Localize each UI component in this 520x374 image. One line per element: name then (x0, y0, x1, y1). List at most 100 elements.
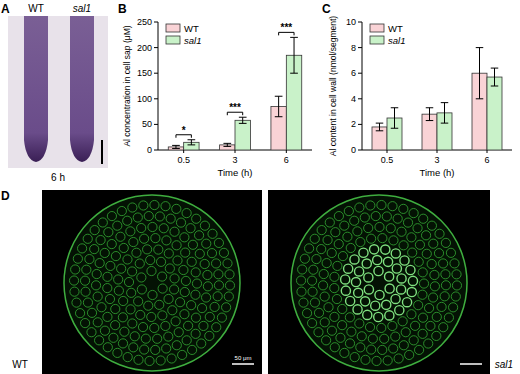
cell (147, 312, 156, 321)
cell (406, 265, 415, 274)
cell (137, 285, 146, 294)
scale-bar (101, 140, 103, 164)
cell (446, 248, 455, 257)
cell (192, 214, 201, 223)
cell (78, 244, 87, 253)
y-tick (358, 98, 362, 99)
cell (362, 259, 371, 268)
error-bar (391, 108, 399, 128)
cell (330, 343, 339, 352)
cell (351, 277, 360, 286)
y-tick (358, 47, 362, 48)
cell (366, 201, 375, 210)
scale-bar-label: 50 μm (235, 355, 252, 361)
root (24, 16, 48, 162)
cell (166, 214, 175, 223)
cell (161, 202, 170, 211)
cell (69, 276, 78, 285)
cell (137, 223, 146, 232)
y-axis-label: Al concentration in cell sap (μM) (122, 25, 132, 146)
cell (418, 290, 427, 299)
cell (82, 265, 91, 274)
cell (158, 272, 167, 281)
cell (356, 343, 365, 352)
cell (140, 234, 149, 243)
cell (389, 344, 398, 353)
cell (319, 269, 328, 278)
cell (310, 234, 319, 243)
cell (305, 244, 314, 253)
cell (164, 294, 173, 303)
photo-label: WT (28, 3, 44, 14)
cell (223, 259, 232, 268)
cell (219, 248, 228, 257)
cell (199, 321, 208, 330)
cell (164, 249, 173, 258)
cell (428, 293, 437, 302)
cell (365, 322, 374, 331)
cell (148, 290, 157, 299)
legend-label: WT (388, 23, 403, 34)
cell (383, 257, 392, 266)
cell (361, 355, 370, 364)
x-tick-label: 3 (434, 155, 439, 165)
cell (324, 303, 333, 312)
cell (156, 257, 165, 266)
cell (174, 328, 183, 337)
cell (388, 321, 397, 330)
cell (392, 264, 401, 273)
cell (162, 344, 171, 353)
cell (341, 286, 350, 295)
cell (385, 272, 394, 281)
cell (364, 223, 373, 232)
cell (370, 245, 379, 254)
cell (144, 301, 153, 310)
cell (359, 248, 368, 257)
cell (87, 328, 96, 337)
x-tick (387, 150, 388, 153)
cell (308, 287, 317, 296)
cell (386, 224, 395, 233)
cell (368, 334, 377, 343)
cell (90, 244, 99, 253)
y-tick-label: 150 (137, 68, 152, 78)
cell (340, 221, 349, 230)
cell (374, 266, 383, 275)
cell (208, 229, 217, 238)
panel-letter: C (322, 2, 331, 16)
cell (346, 296, 355, 305)
x-tick-label: 6 (284, 155, 289, 165)
cell (298, 265, 307, 274)
cell (100, 248, 109, 257)
cell (180, 310, 189, 319)
cell (181, 276, 190, 285)
y-axis (158, 22, 159, 150)
cell (401, 328, 410, 337)
cell (355, 319, 364, 328)
cell (317, 225, 326, 234)
cell (400, 256, 409, 265)
cell (411, 321, 420, 330)
cell (354, 288, 363, 297)
panel-letter: A (1, 2, 10, 16)
cell (135, 259, 144, 268)
cell (414, 301, 423, 310)
cell (181, 248, 190, 257)
cell (439, 323, 448, 332)
cell (175, 298, 184, 307)
cell (327, 248, 336, 257)
cell (222, 303, 231, 312)
cell (129, 237, 138, 246)
cell (344, 264, 353, 273)
cell (188, 240, 197, 249)
cell (127, 288, 136, 297)
cell (150, 200, 159, 209)
cell (421, 231, 430, 240)
cell (72, 298, 81, 307)
cell (117, 206, 126, 215)
significance-label: *** (280, 22, 292, 33)
cell (103, 343, 112, 352)
cell (415, 240, 424, 249)
cell (147, 266, 156, 275)
cell (197, 303, 206, 312)
